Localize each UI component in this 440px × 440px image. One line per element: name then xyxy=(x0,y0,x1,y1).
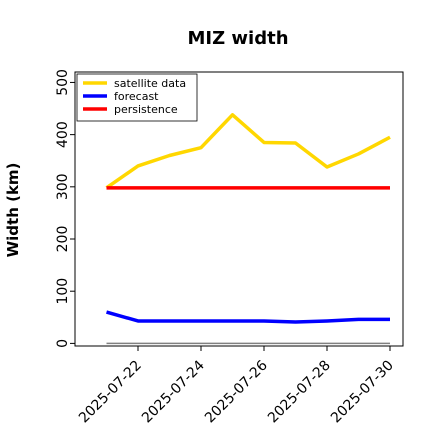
y-tick-label: 500 xyxy=(55,69,71,96)
y-tick-label: 200 xyxy=(55,226,71,253)
y-tick-label: 100 xyxy=(55,278,71,305)
y-tick-label: 400 xyxy=(55,121,71,148)
x-tick-label: 2025-07-28 xyxy=(265,358,334,427)
legend-label: persistence xyxy=(114,103,178,116)
legend-label: forecast xyxy=(114,90,159,103)
y-tick-label: 0 xyxy=(55,339,71,348)
x-tick-label: 2025-07-24 xyxy=(139,357,208,426)
legend-label: satellite data xyxy=(114,77,186,90)
series-line-satellite-data xyxy=(105,113,391,190)
plot-area-frame xyxy=(74,71,404,347)
series-layer xyxy=(105,113,391,324)
x-tick-label: 2025-07-26 xyxy=(202,357,271,426)
series-line-forecast xyxy=(106,310,390,324)
x-tick-label: 2025-07-30 xyxy=(328,358,397,427)
y-axis-label: Width (km) xyxy=(4,163,22,258)
chart-title: MIZ width xyxy=(187,28,288,49)
x-tick-label: 2025-07-22 xyxy=(76,358,145,427)
y-tick-label: 300 xyxy=(55,173,71,200)
